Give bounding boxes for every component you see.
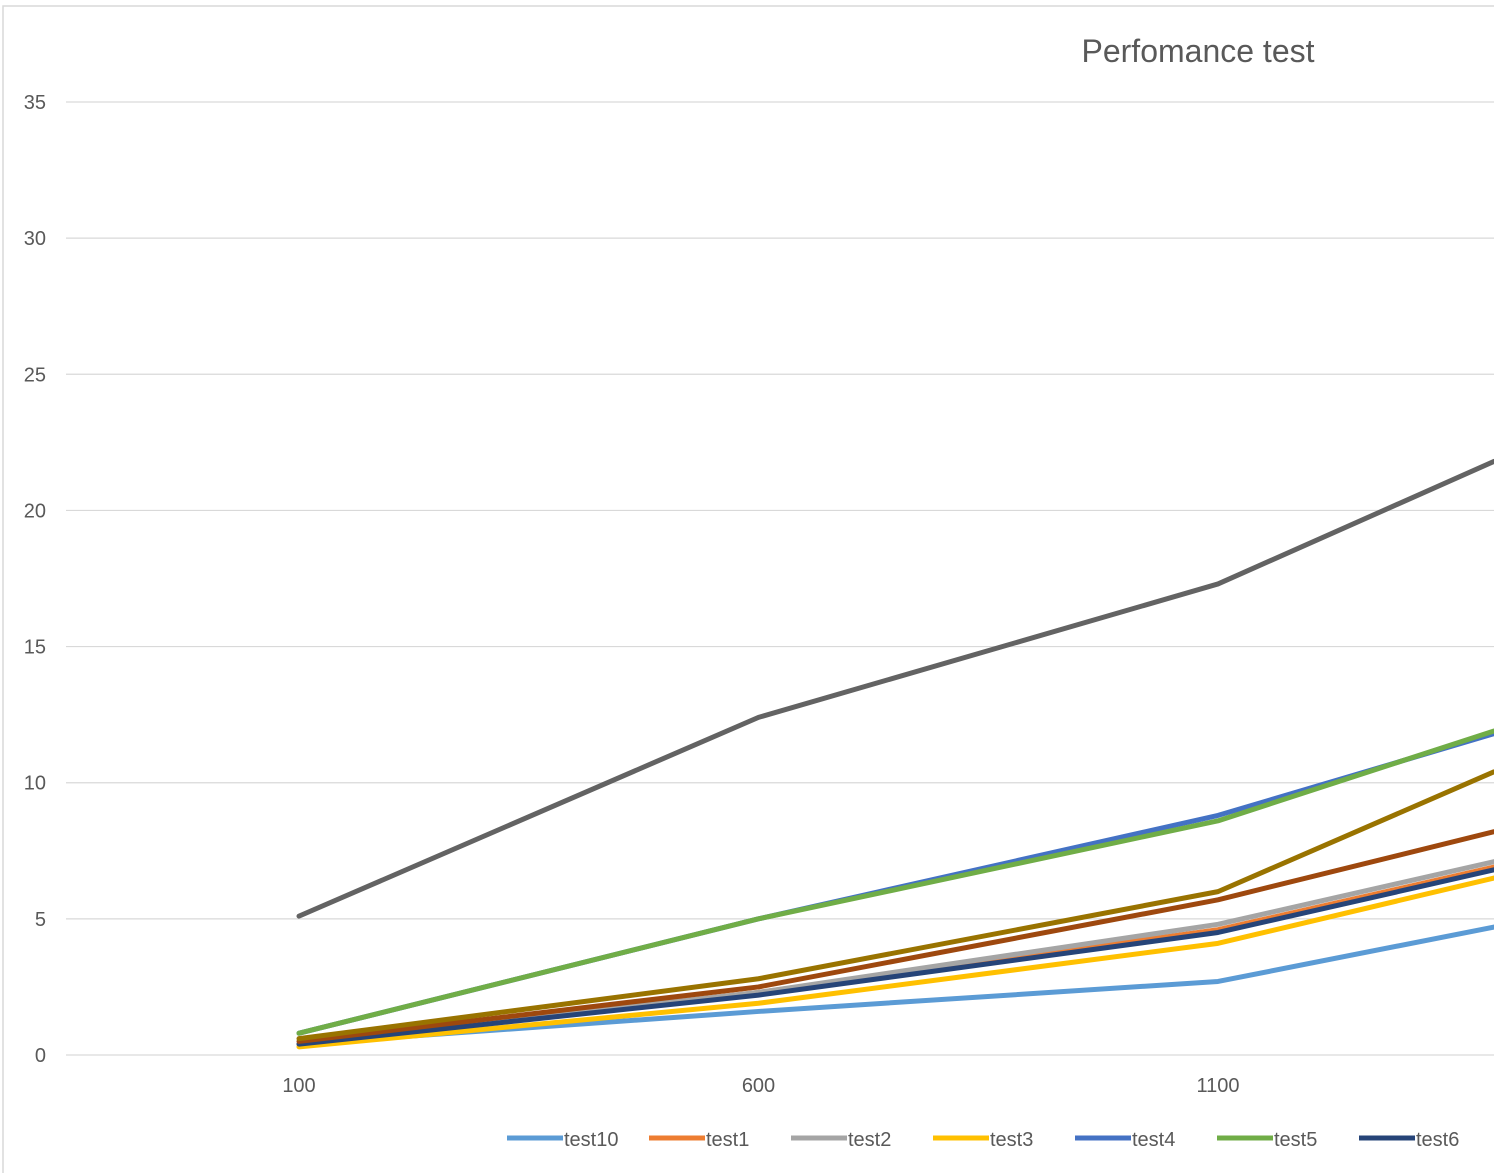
series-line-test3 — [296, 875, 1494, 1050]
y-tick-label: 35 — [24, 92, 46, 114]
x-tick-label: 100 — [282, 1075, 315, 1097]
y-tick-label: 0 — [35, 1045, 46, 1067]
y-axis-ticks: 0 5 10 15 20 25 30 35 — [24, 92, 46, 1067]
y-tick-label: 25 — [24, 364, 46, 386]
x-axis-ticks: 100 600 1100 — [282, 1075, 1239, 1097]
chart-title: Perfomance test — [1082, 33, 1315, 69]
series-line-unlabeled-7 — [296, 829, 1494, 1044]
legend-label-test6: test6 — [1416, 1129, 1459, 1151]
legend-label-test4: test4 — [1132, 1129, 1175, 1151]
series-line-unlabeled-9 — [296, 769, 1494, 1042]
legend-label-test3: test3 — [990, 1129, 1033, 1151]
y-tick-label: 30 — [24, 228, 46, 250]
x-tick-label: 1100 — [1196, 1075, 1239, 1097]
legend-label-test2: test2 — [848, 1129, 891, 1151]
series-line-test6 — [296, 867, 1494, 1047]
series-lines — [296, 458, 1494, 1050]
y-tick-label: 20 — [24, 500, 46, 522]
series-line-test5 — [296, 728, 1494, 1036]
legend-label-test5: test5 — [1274, 1129, 1317, 1151]
series-line-test10 — [296, 924, 1494, 1047]
legend-label-test1: test1 — [706, 1129, 749, 1151]
series-line-unlabeled-8 — [296, 458, 1494, 919]
x-tick-label: 600 — [742, 1075, 775, 1097]
legend-label-test10: test10 — [564, 1129, 618, 1151]
y-tick-label: 15 — [24, 637, 46, 659]
y-tick-label: 10 — [24, 773, 46, 795]
legend: test10 test1 test2 test3 test4 test5 test6 — [507, 1129, 1459, 1151]
y-tick-label: 5 — [35, 909, 46, 931]
